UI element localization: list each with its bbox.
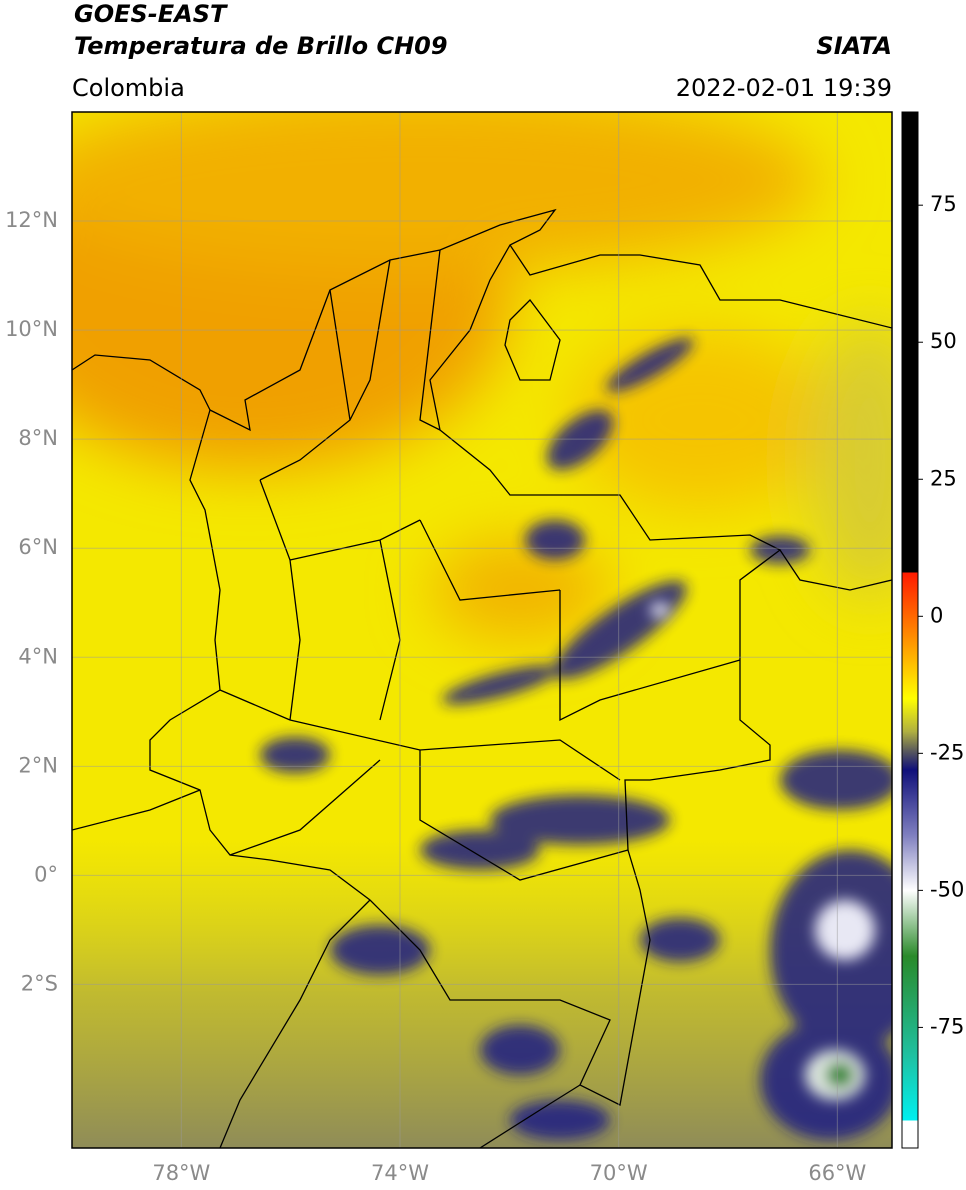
lon-tick-label: 66°W [808,1161,866,1185]
product-title: Temperatura de Brillo CH09 [74,32,448,60]
lon-tick-label: 78°W [152,1161,210,1185]
region: Colombia [72,74,185,102]
colorbar-tick-label: 25 [930,466,957,490]
satellite: GOES-EAST [74,0,228,28]
colorbar-tick-label: 0 [930,603,943,627]
colorbar-tick-label: 75 [930,192,957,216]
source: SIATA [816,32,892,60]
colorbar-tick-label: -75 [930,1014,964,1038]
map-frame [71,111,893,1149]
colorbar: 75 50 25 0 -25 -50 -75 [901,111,964,1149]
colorbar-tick-label: -50 [930,877,964,901]
lon-tick-label: 70°W [590,1161,648,1185]
coastline [72,244,892,1148]
lat-tick-label: 4°N [18,644,58,668]
lon-tick-label: 74°W [371,1161,429,1185]
lat-tick-label: 6°N [18,535,58,559]
lat-tick-label: 2°S [21,971,58,995]
lat-tick-label: 8°N [18,426,58,450]
colorbar-tick-label: 50 [930,329,957,353]
satellite-image [72,112,892,1148]
datetime: 2022-02-01 19:39 [676,74,892,102]
colorbar-fill [901,111,919,1149]
graticule [72,112,892,1148]
lat-tick-label: 12°N [5,208,58,232]
lat-tick-label: 2°N [18,753,58,777]
colorbar-tick-label: -25 [930,740,964,764]
colombia-border [149,208,782,1106]
lat-tick-label: 10°N [5,317,58,341]
lat-tick-label: 0° [34,862,58,886]
